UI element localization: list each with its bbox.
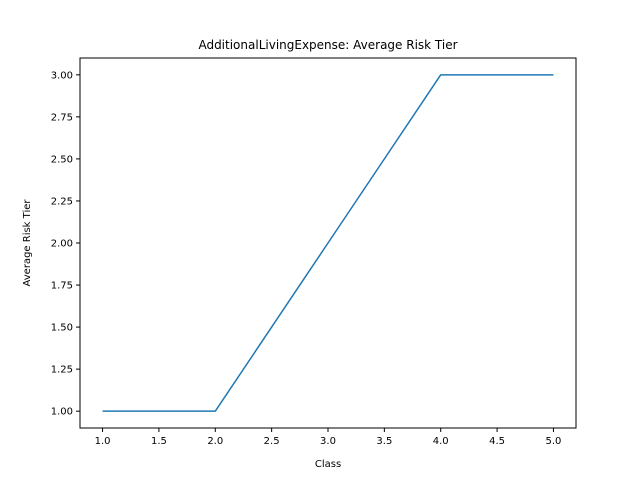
x-tick-label: 3.0: [320, 436, 336, 447]
y-tick-label: 2.75: [51, 112, 73, 123]
y-tick-label: 2.50: [51, 154, 73, 165]
chart-title: AdditionalLivingExpense: Average Risk Ti…: [198, 38, 457, 52]
y-tick-label: 3.00: [51, 70, 73, 81]
y-tick-label: 1.25: [51, 365, 73, 376]
y-tick-label: 1.50: [51, 323, 73, 334]
x-tick-label: 3.5: [376, 436, 392, 447]
x-axis-label: Class: [315, 459, 341, 470]
y-tick-label: 1.75: [51, 281, 73, 292]
x-tick-label: 2.5: [264, 436, 280, 447]
series-line: [102, 74, 554, 412]
x-tick-label: 4.0: [433, 436, 449, 447]
y-tick-label: 1.00: [51, 407, 73, 418]
x-tick-label: 1.0: [95, 436, 111, 447]
x-tick-label: 2.0: [207, 436, 223, 447]
y-tick-label: 2.00: [51, 239, 73, 250]
x-tick-label: 5.0: [546, 436, 562, 447]
axis-ticks: 1.0 1.5 2.0 2.5 3.0 3.5 4.0 4.5 5.0 1.00 1.25 1.50 1…: [51, 70, 562, 447]
x-tick-label: 1.5: [151, 436, 167, 447]
y-axis-label: Average Risk Tier: [22, 199, 33, 287]
plot-frame: [79, 57, 577, 429]
x-tick-label: 4.5: [489, 436, 505, 447]
y-tick-label: 2.25: [51, 196, 73, 207]
series-layer: [102, 74, 554, 412]
